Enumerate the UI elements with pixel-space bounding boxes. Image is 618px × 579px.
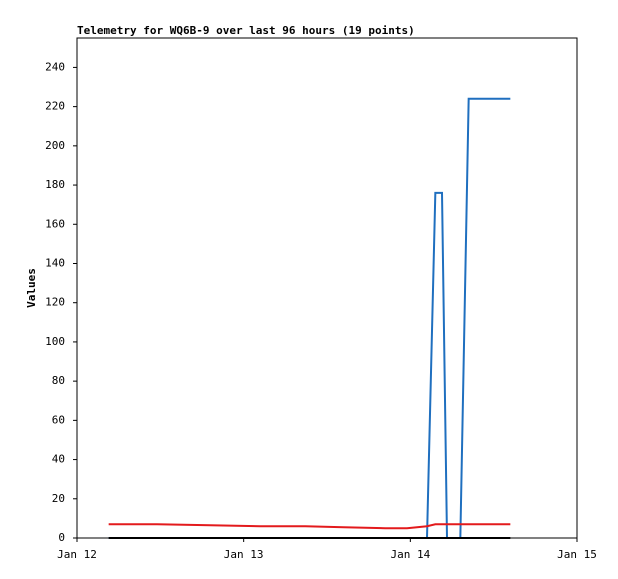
y-tick-label: 60 bbox=[52, 413, 65, 426]
y-tick-label: 180 bbox=[45, 178, 65, 191]
y-tick-label: 20 bbox=[52, 492, 65, 505]
chart-title: Telemetry for WQ6B-9 over last 96 hours … bbox=[77, 24, 415, 37]
y-tick-label: 140 bbox=[45, 256, 65, 269]
y-tick-label: 80 bbox=[52, 374, 65, 387]
y-tick-label: 220 bbox=[45, 100, 65, 113]
y-tick-label: 40 bbox=[52, 453, 65, 466]
x-tick-label: Jan 13 bbox=[224, 548, 264, 561]
y-tick-label: 200 bbox=[45, 139, 65, 152]
x-tick-label: Jan 12 bbox=[57, 548, 97, 561]
y-tick-label: 100 bbox=[45, 335, 65, 348]
y-tick-label: 0 bbox=[58, 531, 65, 544]
series-line bbox=[108, 523, 511, 530]
x-tick-label: Jan 15 bbox=[557, 548, 597, 561]
y-tick-label: 120 bbox=[45, 296, 65, 309]
x-tick-label: Jan 14 bbox=[390, 548, 430, 561]
y-axis-label: Values bbox=[25, 268, 38, 308]
y-tick-label: 160 bbox=[45, 217, 65, 230]
y-tick-label: 240 bbox=[45, 60, 65, 73]
